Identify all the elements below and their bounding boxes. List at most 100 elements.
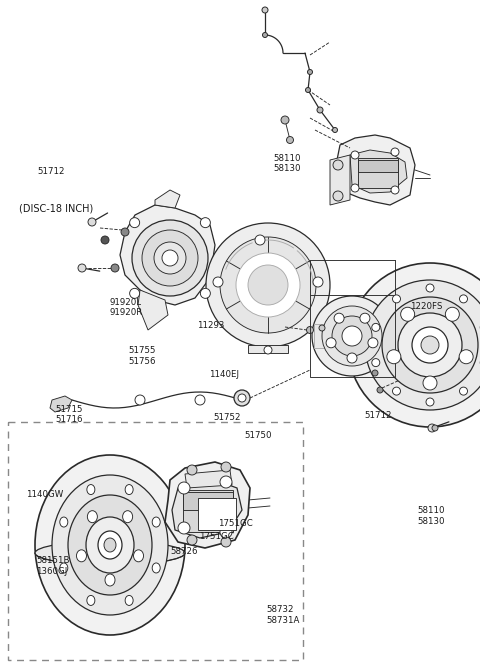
Text: 58110
58130: 58110 58130 [274, 154, 301, 173]
Text: 58726: 58726 [170, 546, 198, 556]
Ellipse shape [152, 563, 160, 573]
Circle shape [372, 370, 378, 376]
Circle shape [333, 160, 343, 170]
Circle shape [121, 228, 129, 236]
Ellipse shape [105, 574, 115, 586]
Ellipse shape [68, 495, 152, 595]
Circle shape [398, 313, 462, 377]
Circle shape [412, 327, 448, 363]
Circle shape [195, 395, 205, 405]
Text: 58151B
1360GJ: 58151B 1360GJ [36, 556, 70, 575]
Polygon shape [185, 470, 232, 488]
Text: 51712: 51712 [365, 411, 392, 420]
Bar [198, 498, 236, 530]
Circle shape [428, 424, 436, 432]
Circle shape [287, 136, 293, 144]
Bar [8, 422, 303, 660]
Circle shape [206, 223, 330, 347]
Circle shape [459, 295, 468, 303]
Circle shape [317, 107, 323, 113]
Circle shape [88, 218, 96, 226]
Circle shape [200, 288, 210, 298]
Ellipse shape [60, 517, 68, 527]
Circle shape [312, 296, 392, 376]
Circle shape [322, 306, 382, 366]
Circle shape [111, 264, 119, 272]
Circle shape [387, 349, 401, 364]
Circle shape [213, 277, 223, 287]
Circle shape [78, 264, 86, 272]
Bar [314, 324, 390, 348]
Circle shape [305, 87, 311, 93]
Circle shape [421, 336, 439, 354]
Text: 1751GC: 1751GC [199, 532, 234, 541]
Circle shape [234, 390, 250, 406]
Ellipse shape [52, 475, 168, 615]
Circle shape [459, 349, 473, 364]
Circle shape [391, 148, 399, 156]
Polygon shape [138, 290, 168, 330]
Bar [310, 295, 395, 377]
Ellipse shape [152, 517, 160, 527]
Ellipse shape [133, 550, 144, 562]
Circle shape [178, 522, 190, 534]
Circle shape [432, 425, 438, 431]
Polygon shape [350, 150, 407, 193]
Circle shape [360, 313, 370, 323]
Polygon shape [335, 135, 415, 205]
Circle shape [187, 465, 197, 475]
Ellipse shape [125, 485, 133, 495]
Circle shape [236, 253, 300, 317]
Circle shape [393, 387, 400, 395]
Bar [358, 160, 398, 172]
Circle shape [132, 220, 208, 296]
Text: 1751GC: 1751GC [218, 519, 253, 528]
Circle shape [255, 235, 265, 245]
Circle shape [264, 346, 272, 354]
Circle shape [221, 537, 231, 547]
Circle shape [401, 307, 415, 321]
Circle shape [178, 482, 190, 494]
Polygon shape [330, 155, 350, 205]
Circle shape [135, 395, 145, 405]
Circle shape [426, 398, 434, 406]
Circle shape [262, 7, 268, 13]
Ellipse shape [87, 595, 95, 605]
Ellipse shape [86, 517, 134, 573]
Circle shape [220, 237, 316, 333]
Circle shape [319, 325, 325, 331]
Polygon shape [165, 462, 250, 548]
Polygon shape [120, 205, 215, 305]
Text: 1140GW: 1140GW [26, 490, 64, 499]
Polygon shape [155, 190, 180, 208]
Ellipse shape [76, 550, 86, 562]
Ellipse shape [98, 531, 122, 559]
Text: 11293: 11293 [197, 321, 224, 330]
Text: 51715
51716: 51715 51716 [55, 405, 83, 424]
Circle shape [263, 32, 267, 38]
Circle shape [308, 69, 312, 75]
Circle shape [372, 323, 380, 331]
Text: 51752: 51752 [214, 413, 241, 422]
Circle shape [221, 462, 231, 472]
Circle shape [426, 284, 434, 292]
Bar [248, 345, 288, 353]
Circle shape [368, 338, 378, 348]
Ellipse shape [87, 511, 97, 523]
Ellipse shape [87, 485, 95, 495]
Circle shape [200, 218, 210, 228]
Circle shape [393, 295, 400, 303]
Circle shape [377, 387, 383, 393]
Circle shape [351, 151, 359, 159]
Circle shape [348, 263, 480, 427]
Circle shape [281, 116, 289, 124]
Polygon shape [172, 478, 242, 538]
Circle shape [130, 288, 140, 298]
Circle shape [423, 376, 437, 390]
Circle shape [334, 313, 344, 323]
Ellipse shape [104, 538, 116, 552]
Bar [183, 492, 233, 510]
Circle shape [238, 394, 246, 402]
Text: 51712: 51712 [37, 167, 65, 176]
Circle shape [382, 297, 478, 393]
